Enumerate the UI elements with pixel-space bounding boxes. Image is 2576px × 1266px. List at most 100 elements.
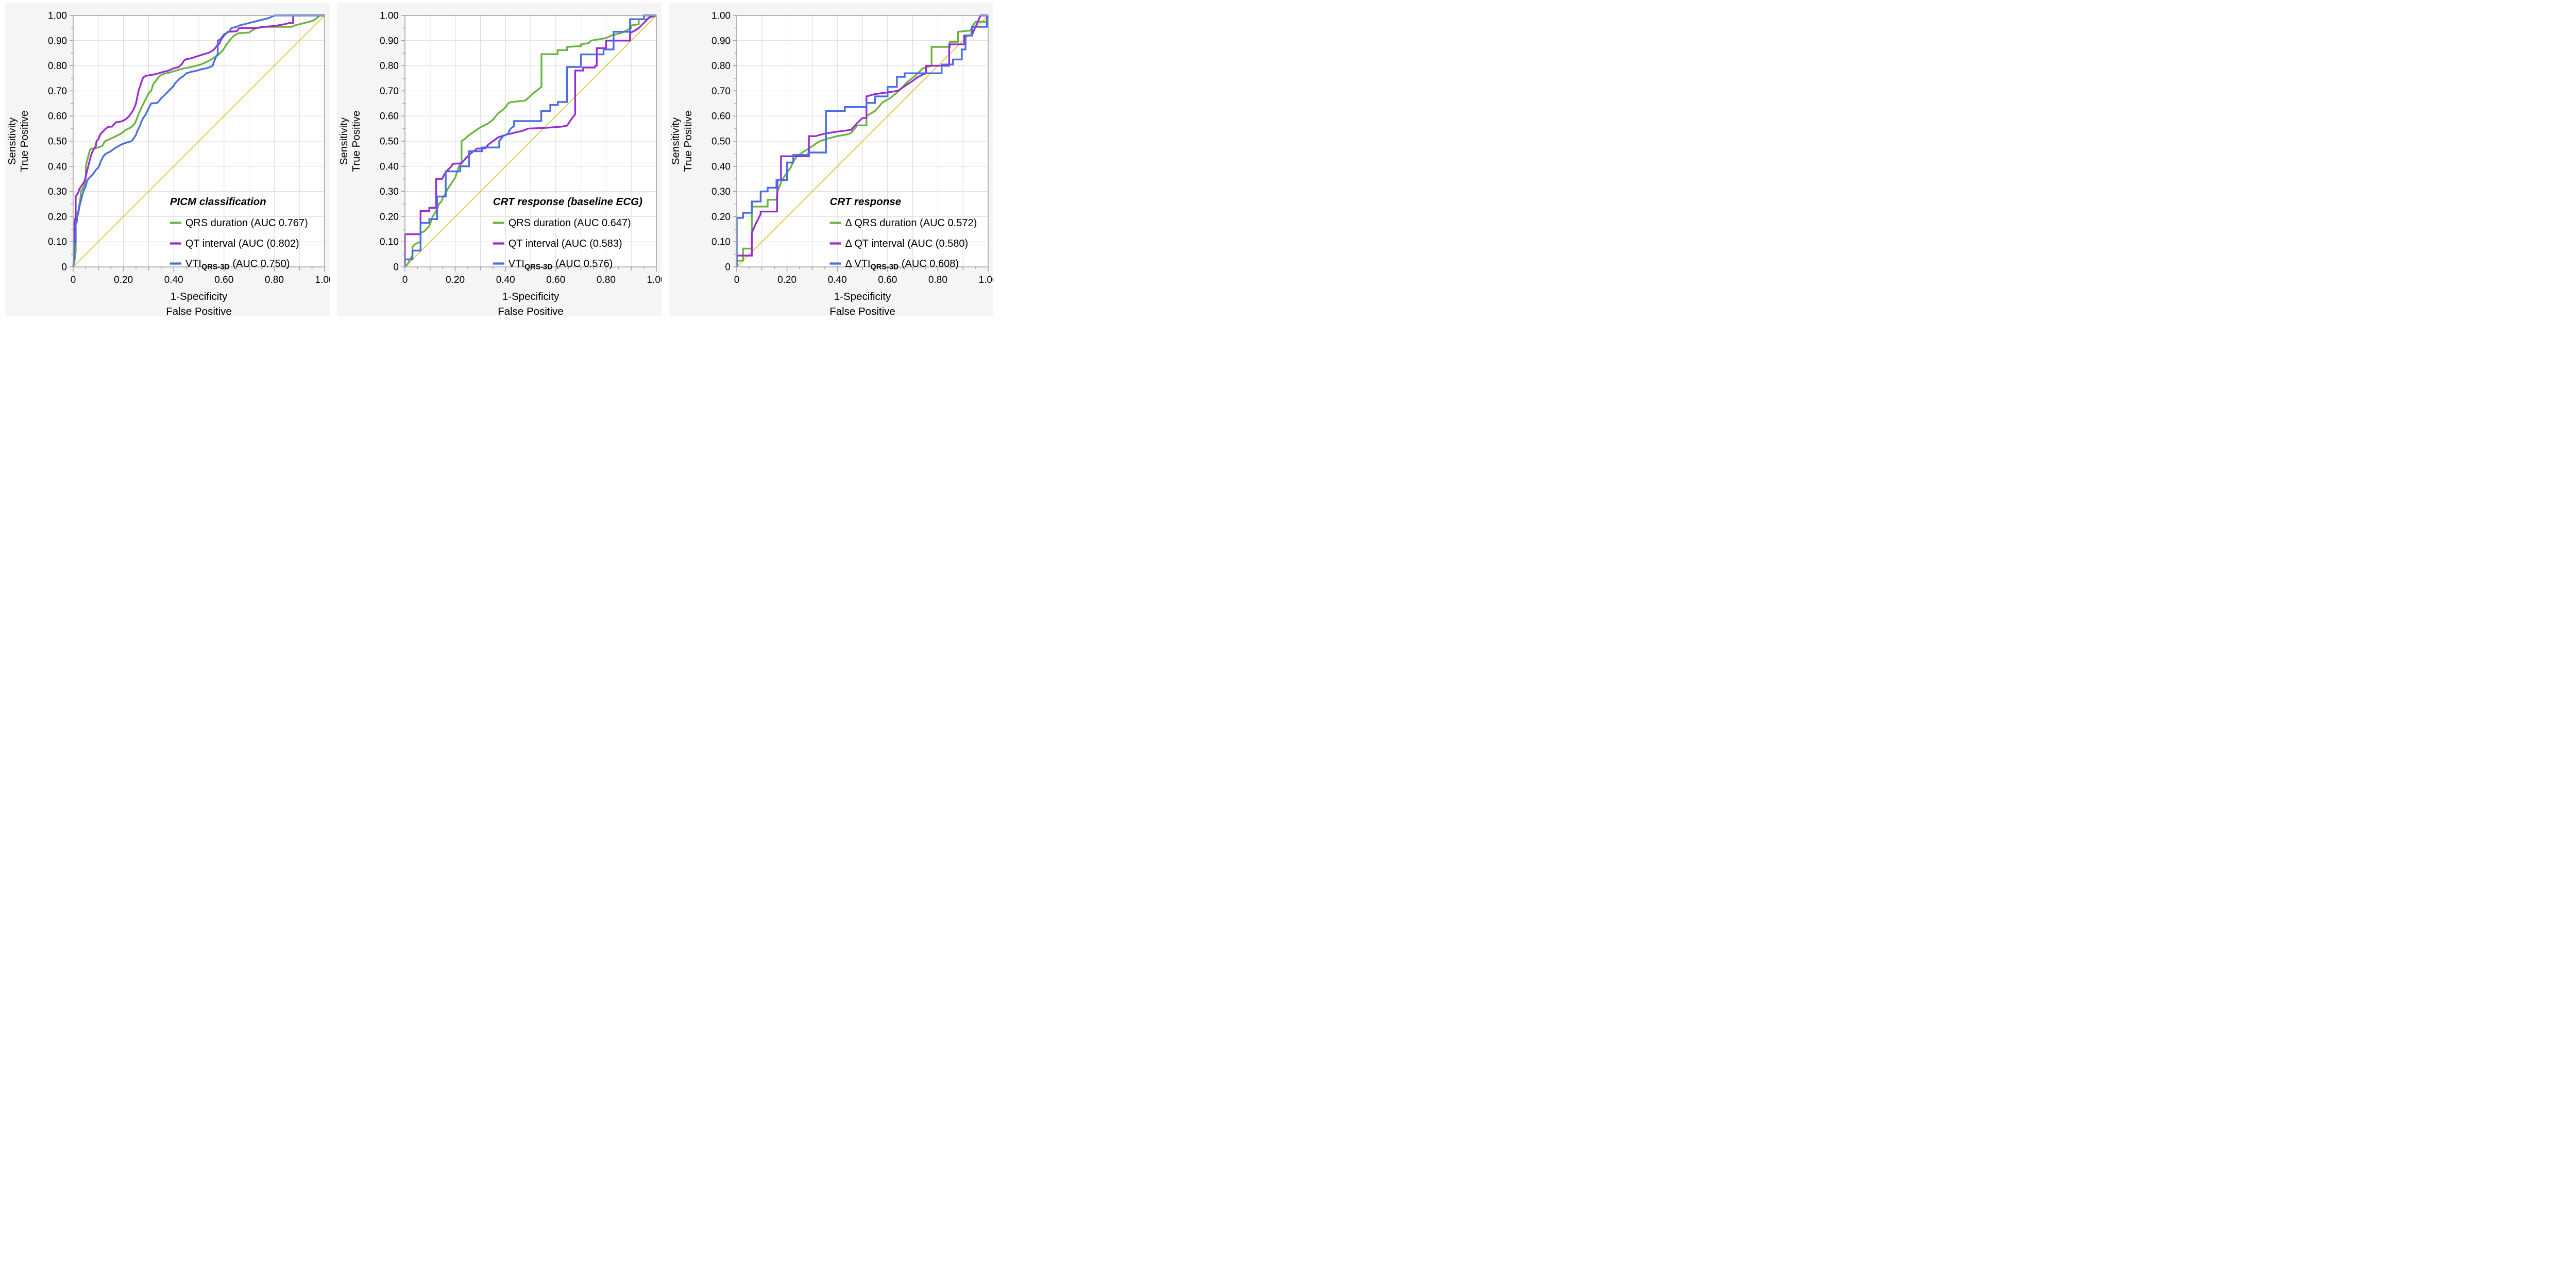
y-tick-label: 0.40 [380,161,399,172]
axis-titles: 1-Specificity False Positive Sensitivity Tr… [338,111,564,317]
y-tick-label: 0 [61,262,67,273]
roc-panel-crt-response-baseline-ecg: 0 0.20 0.40 0.60 0.80 1.00 0 0.10 0.20 0.30 0.40 0.… [337,3,662,319]
y-tick-label: 0.30 [48,187,67,197]
y-tick-label: 0.20 [380,212,399,223]
axis-titles: 1-Specificity False Positive Sensitivity Tr… [670,111,895,317]
y-tick-label: 0.60 [711,111,731,122]
y-axis-title-line2: True Positive [19,111,30,172]
y-tick-label: 0.40 [48,161,67,172]
legend-title: CRT response (baseline ECG) [493,196,642,208]
axis-ticks [70,15,325,272]
y-tick-label: 0.40 [711,161,731,172]
y-tick-label: 1.00 [48,11,67,22]
y-tick-label: 1.00 [380,11,399,22]
chance-diagonal-line [736,15,989,267]
roc-curve-qrs-duration [72,14,325,267]
x-tick-label: 0.60 [878,275,897,285]
y-tick-label: 0.50 [48,137,67,147]
y-axis-title-line2: True Positive [682,111,694,172]
legend: PICM classification QRS duration (AUC 0.7… [170,196,308,272]
chance-diagonal-line [404,15,657,267]
y-tick-label: 0.10 [711,237,731,248]
x-tick-label: 0 [402,275,408,285]
x-axis-title-line1: 1-Specificity [834,291,891,302]
y-tick-label: 0.50 [380,137,399,147]
x-axis-title-line1: 1-Specificity [502,291,560,302]
x-tick-label: 0.20 [114,275,133,285]
x-tick-label: 0.40 [828,275,847,285]
y-axis-title-line1: Sensitivity [670,117,682,165]
y-tick-label: 0.90 [48,36,67,46]
roc-curve-qrs-duration [404,14,657,268]
legend-label-vti-qrs-3d: VTIQRS-3D (AUC 0.750) [185,258,290,272]
tick-labels: 0 0.20 0.40 0.60 0.80 1.00 0 0.10 0.20 0.30 0.40 0.… [711,11,993,286]
legend-label-qt-interval: QT interval (AUC (0.802) [185,238,299,249]
roc-curve--vti-qrs-3d [736,14,988,267]
y-tick-label: 0.70 [380,86,399,97]
roc-chart-picm-classification: 0 0.20 0.40 0.60 0.80 1.00 0 0.10 0.20 0.30 0.40 0.… [5,3,330,317]
y-tick-label: 0.20 [711,212,731,223]
roc-panel-picm-classification: 0 0.20 0.40 0.60 0.80 1.00 0 0.10 0.20 0.30 0.40 0.… [5,3,330,319]
tick-labels: 0 0.20 0.40 0.60 0.80 1.00 0 0.10 0.20 0.30 0.40 0.… [48,11,330,286]
x-tick-label: 0 [71,275,76,285]
x-tick-label: 0.20 [777,275,796,285]
legend-label--vti-qrs-3d: Δ VTIQRS-3D (AUC 0.608) [845,258,959,272]
roc-chart-crt-response-baseline-ecg: 0 0.20 0.40 0.60 0.80 1.00 0 0.10 0.20 0.30 0.40 0.… [337,3,662,317]
y-tick-label: 0.30 [711,187,731,197]
y-tick-label: 0.10 [48,237,67,248]
x-tick-label: 0.20 [446,275,465,285]
y-axis-title-line1: Sensitivity [6,117,18,165]
y-tick-label: 0 [393,262,399,273]
roc-curve--qt-interval [736,14,988,267]
y-tick-label: 0.20 [48,212,67,223]
y-tick-label: 0.80 [48,61,67,72]
legend-label--qrs-duration: Δ QRS duration (AUC 0.572) [845,217,977,229]
y-tick-label: 0.50 [711,137,731,147]
x-tick-label: 1.00 [315,275,330,285]
y-tick-label: 0.90 [711,36,731,46]
legend-label-qrs-duration: QRS duration (AUC 0.647) [509,217,631,229]
y-tick-label: 0.60 [48,111,67,122]
x-axis-title-line1: 1-Specificity [171,291,228,302]
x-tick-label: 0.80 [928,275,947,285]
roc-panel-crt-response: 0 0.20 0.40 0.60 0.80 1.00 0 0.10 0.20 0.30 0.40 0.… [669,3,993,319]
x-tick-label: 0.80 [597,275,616,285]
y-tick-label: 0.30 [380,187,399,197]
y-tick-label: 0.60 [380,111,399,122]
y-tick-label: 0.70 [711,86,731,97]
legend: CRT response Δ QRS duration (AUC 0.572) Δ … [829,196,977,272]
roc-figure: 0 0.20 0.40 0.60 0.80 1.00 0 0.10 0.20 0.30 0.40 0.… [0,0,998,323]
legend-label--qt-interval: Δ QT interval (AUC (0.580) [845,238,969,249]
roc-curve-vti-qrs-3d [404,14,656,267]
y-axis-title-line2: True Positive [350,111,362,172]
x-tick-label: 0.40 [496,275,515,285]
axis-ticks [401,15,657,272]
chance-diagonal-line [73,15,325,267]
x-tick-label: 0.60 [214,275,233,285]
legend-label-qrs-duration: QRS duration (AUC 0.767) [185,217,308,229]
tick-labels: 0 0.20 0.40 0.60 0.80 1.00 0 0.10 0.20 0.30 0.40 0.… [380,11,662,286]
legend-label-vti-qrs-3d: VTIQRS-3D (AUC 0.576) [509,258,613,272]
x-axis-title-line2: False Positive [829,306,895,317]
roc-curve-vti-qrs-3d [72,14,325,267]
y-axis-title-line1: Sensitivity [338,117,350,165]
x-tick-label: 0.40 [164,275,183,285]
roc-chart-crt-response: 0 0.20 0.40 0.60 0.80 1.00 0 0.10 0.20 0.30 0.40 0.… [669,3,993,317]
legend: CRT response (baseline ECG) QRS duration … [493,196,642,272]
y-tick-label: 0 [725,262,731,273]
legend-label-qt-interval: QT interval (AUC (0.583) [509,238,622,249]
legend-title: CRT response [830,196,902,208]
x-tick-label: 1.00 [979,275,993,285]
y-tick-label: 0.70 [48,86,67,97]
axis-ticks [733,15,989,272]
x-axis-title-line2: False Positive [166,306,232,317]
x-tick-label: 1.00 [647,275,662,285]
gridlines [73,15,325,267]
x-tick-label: 0.60 [546,275,565,285]
x-tick-label: 0 [734,275,740,285]
y-tick-label: 0.10 [380,237,399,248]
x-axis-title-line2: False Positive [498,306,564,317]
axis-titles: 1-Specificity False Positive Sensitivity Tr… [6,111,232,317]
y-tick-label: 0.90 [380,36,399,46]
x-tick-label: 0.80 [265,275,284,285]
